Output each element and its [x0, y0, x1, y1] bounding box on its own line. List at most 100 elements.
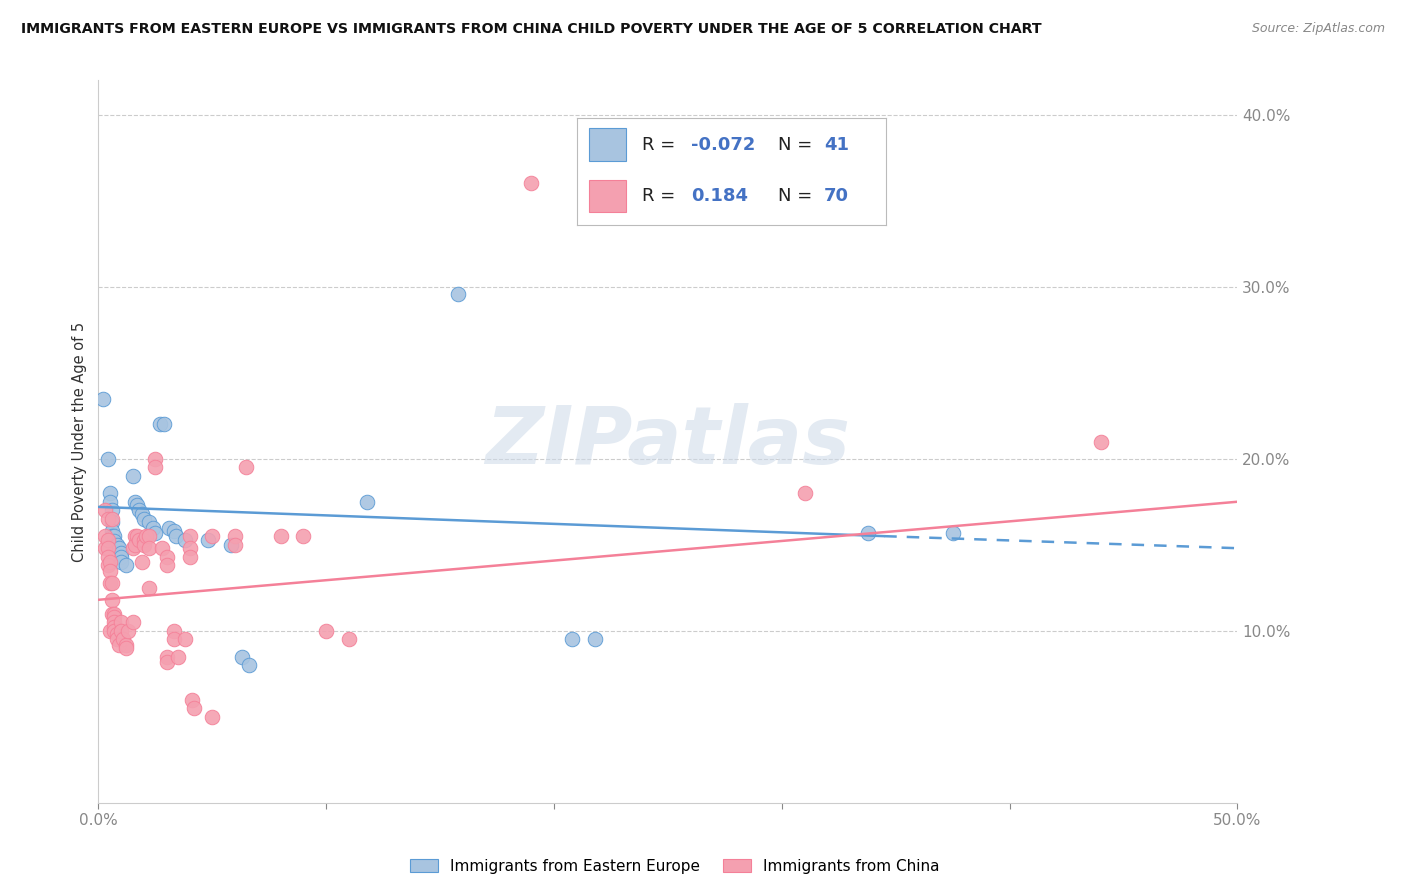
Point	[98, 494, 121, 508]
Point	[96, 558, 118, 573]
Point	[121, 469, 143, 483]
Point	[315, 624, 337, 638]
Point	[128, 533, 150, 547]
Point	[127, 529, 149, 543]
Point	[103, 610, 125, 624]
Point	[153, 417, 176, 432]
Point	[145, 451, 167, 466]
Point	[98, 486, 121, 500]
Point	[94, 529, 117, 543]
Point	[138, 516, 160, 530]
Point	[162, 632, 184, 647]
Point	[201, 710, 224, 724]
Point	[101, 607, 124, 621]
Point	[157, 520, 180, 534]
Point	[103, 534, 125, 549]
Text: N =: N =	[778, 187, 818, 205]
Point	[101, 516, 124, 530]
Point	[179, 549, 201, 564]
Point	[112, 632, 135, 647]
Point	[124, 494, 146, 508]
Point	[270, 529, 292, 543]
Point	[219, 538, 242, 552]
Point	[94, 541, 117, 556]
Point	[114, 640, 136, 655]
Point	[108, 541, 131, 556]
Point	[114, 638, 136, 652]
Point	[180, 692, 202, 706]
Point	[124, 529, 146, 543]
Point	[131, 507, 153, 521]
Bar	[589, 180, 626, 212]
Point	[131, 555, 153, 569]
Point	[103, 529, 125, 543]
Point	[121, 541, 143, 556]
Point	[98, 555, 121, 569]
Point	[124, 538, 146, 552]
Point	[561, 632, 583, 647]
Point	[132, 533, 155, 547]
Point	[110, 549, 132, 564]
Point	[103, 620, 125, 634]
Point	[96, 541, 118, 556]
Text: R =: R =	[641, 187, 686, 205]
Point	[105, 538, 128, 552]
Point	[135, 529, 157, 543]
Point	[156, 549, 179, 564]
Point	[942, 525, 965, 540]
Point	[101, 524, 124, 538]
Point	[132, 512, 155, 526]
Point	[224, 529, 246, 543]
Point	[162, 524, 184, 538]
Point	[128, 503, 150, 517]
Point	[183, 701, 205, 715]
Legend: Immigrants from Eastern Europe, Immigrants from China: Immigrants from Eastern Europe, Immigran…	[405, 853, 945, 880]
Point	[96, 451, 118, 466]
Point	[110, 555, 132, 569]
Point	[103, 607, 125, 621]
Point	[179, 541, 201, 556]
Point	[793, 486, 815, 500]
Point	[138, 529, 160, 543]
Text: ZIPatlas: ZIPatlas	[485, 402, 851, 481]
Point	[101, 592, 124, 607]
Point	[858, 525, 880, 540]
Point	[231, 649, 253, 664]
Text: 0.184: 0.184	[692, 187, 748, 205]
Point	[201, 529, 224, 543]
Point	[138, 541, 160, 556]
Point	[91, 392, 114, 406]
Y-axis label: Child Poverty Under the Age of 5: Child Poverty Under the Age of 5	[72, 321, 87, 562]
Point	[101, 503, 124, 517]
Point	[101, 512, 124, 526]
Point	[165, 529, 187, 543]
Point	[238, 658, 260, 673]
Point	[132, 538, 155, 552]
Point	[98, 564, 121, 578]
Text: 70: 70	[824, 187, 849, 205]
Point	[197, 533, 219, 547]
Text: 41: 41	[824, 136, 849, 153]
Point	[174, 632, 197, 647]
Text: N =: N =	[778, 136, 818, 153]
Bar	[589, 128, 626, 161]
Point	[110, 624, 132, 638]
Point	[520, 177, 543, 191]
Point	[117, 624, 139, 638]
Point	[127, 498, 149, 512]
Point	[114, 558, 136, 573]
Text: R =: R =	[641, 136, 681, 153]
Point	[138, 581, 160, 595]
Point	[94, 503, 117, 517]
Point	[156, 649, 179, 664]
Point	[98, 624, 121, 638]
Point	[292, 529, 315, 543]
Point	[1090, 434, 1112, 449]
Point	[145, 460, 167, 475]
Point	[121, 615, 143, 630]
Point	[179, 529, 201, 543]
Point	[174, 533, 197, 547]
Point	[103, 624, 125, 638]
Point	[101, 575, 124, 590]
Point	[235, 460, 257, 475]
